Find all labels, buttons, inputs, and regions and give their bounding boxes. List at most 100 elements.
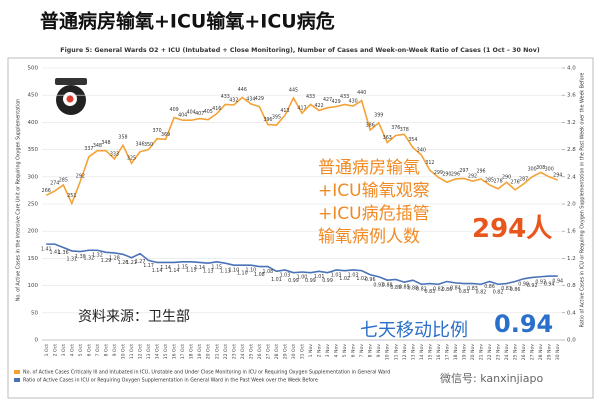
data-label: 432	[229, 97, 238, 103]
data-label: 429	[332, 99, 341, 105]
y2-tick-label: 3.6	[567, 93, 576, 99]
x-tick-label: 3 Nov	[325, 344, 331, 358]
data-label: 350	[144, 142, 153, 148]
data-label: 440	[357, 90, 366, 96]
data-label: 0.84	[450, 285, 461, 291]
data-label: 404	[178, 113, 187, 119]
data-label: 0.83	[425, 289, 436, 295]
x-tick-label: 14 Oct	[155, 344, 161, 359]
data-label: 1.41	[41, 247, 52, 253]
data-label: 292	[76, 174, 85, 180]
x-tick-label: 8 Oct	[103, 344, 109, 357]
watermark: 微信号: kanxinjiapo	[440, 372, 544, 385]
data-label: 0.82	[476, 290, 487, 296]
data-label: 251	[67, 193, 76, 199]
data-label: 1.36	[58, 250, 69, 256]
data-label: 1.32	[84, 256, 95, 262]
y2-tick-label: 2.0	[567, 202, 576, 208]
data-label: 399	[374, 112, 383, 118]
x-tick-label: 7 Nov	[359, 344, 365, 358]
y2-tick-label: 0.0	[567, 338, 576, 344]
y2-tick-label: 0.8	[567, 283, 576, 289]
y-tick-label: 400	[28, 120, 39, 126]
x-tick-label: 3 Oct	[61, 344, 67, 357]
x-tick-label: 18 Oct	[189, 344, 195, 359]
x-tick-label: 16 Nov	[436, 344, 442, 361]
data-label: 434	[246, 96, 255, 102]
data-label: 407	[195, 111, 204, 117]
x-tick-label: 12 Oct	[138, 344, 144, 359]
data-label: 266	[42, 188, 51, 194]
x-tick-label: 12 Nov	[402, 344, 408, 361]
data-label: 274	[50, 180, 59, 186]
data-label: 363	[383, 135, 392, 141]
x-tick-label: 30 Oct	[291, 344, 297, 359]
x-tick-label: 10 Nov	[385, 344, 391, 361]
data-label: 1.30	[75, 254, 86, 260]
data-label: 1.14	[152, 268, 163, 274]
y-axis-label: No. of Active Cases in the Intensive Car…	[16, 99, 22, 301]
legend-swatch	[14, 378, 20, 382]
x-tick-label: 20 Oct	[206, 344, 212, 359]
x-tick-label: 13 Oct	[146, 344, 152, 359]
x-tick-label: 29 Nov	[547, 344, 553, 361]
data-label: 348	[101, 140, 110, 146]
data-label: 378	[400, 127, 409, 133]
legend-label: No. of Active Cases Critically Ill and I…	[23, 370, 390, 376]
x-tick-label: 9 Nov	[376, 344, 382, 358]
data-label: 1.01	[314, 274, 325, 280]
x-tick-label: 24 Oct	[240, 344, 246, 359]
data-label: 427	[323, 97, 332, 103]
legend-label: Ratio of Active Cases in ICU or Requirin…	[23, 378, 318, 384]
data-label: 1.14	[194, 265, 205, 271]
data-label: 0.83	[501, 286, 512, 292]
x-tick-label: 5 Oct	[78, 344, 84, 357]
data-label: 396	[263, 117, 272, 123]
x-tick-label: 4 Nov	[334, 344, 340, 358]
data-label: 300	[545, 166, 554, 172]
x-tick-label: 14 Nov	[419, 344, 425, 361]
data-label: 1.08	[254, 272, 265, 278]
data-label: 308	[536, 165, 545, 171]
data-label: 446	[238, 87, 247, 93]
y-tick-label: 100	[28, 283, 39, 289]
data-label: 386	[366, 123, 375, 129]
data-label: 337	[84, 146, 93, 152]
x-tick-label: 21 Nov	[479, 344, 485, 361]
data-label: 1.13	[203, 269, 214, 275]
x-tick-label: 16 Oct	[172, 344, 178, 359]
data-label: 0.86	[510, 287, 521, 293]
data-label: 285	[485, 177, 494, 183]
x-tick-label: 7 Oct	[95, 344, 101, 357]
x-tick-label: 9 Oct	[112, 344, 118, 357]
data-label: 0.82	[433, 287, 444, 293]
x-tick-label: 19 Nov	[461, 344, 467, 361]
data-label: 0.88	[382, 283, 393, 289]
ratio-label: 七天移动比例	[360, 320, 468, 341]
data-label: 346	[135, 141, 144, 147]
data-label: 1.03	[280, 272, 291, 278]
x-tick-label: 10 Oct	[120, 344, 126, 359]
chart-title: Figure 5: General Wards O2 + ICU (Intuba…	[60, 47, 540, 54]
x-tick-label: 13 Nov	[410, 344, 416, 361]
x-tick-label: 6 Nov	[351, 344, 357, 358]
y2-tick-label: 4.0	[567, 66, 576, 72]
x-tick-label: 1 Oct	[44, 344, 50, 357]
x-tick-label: 26 Oct	[257, 344, 263, 359]
data-label: 1.00	[297, 275, 308, 281]
data-label: 395	[272, 115, 281, 121]
note-line: 普通病房输氧	[318, 158, 420, 178]
note-line: +ICU输氧观察	[318, 181, 430, 201]
x-tick-label: 8 Nov	[368, 344, 374, 358]
frame	[7, 57, 594, 399]
data-label: 358	[118, 135, 127, 141]
data-label: 290	[442, 172, 451, 178]
x-tick-label: 15 Oct	[163, 344, 169, 359]
data-label: 405	[204, 109, 213, 115]
data-label: 445	[289, 87, 298, 93]
data-label: 1.14	[160, 265, 171, 271]
data-label: 299	[434, 170, 443, 176]
data-label: 1.03	[331, 272, 342, 278]
heading: 普通病房输氧+ICU输氧+ICU病危	[40, 10, 335, 33]
